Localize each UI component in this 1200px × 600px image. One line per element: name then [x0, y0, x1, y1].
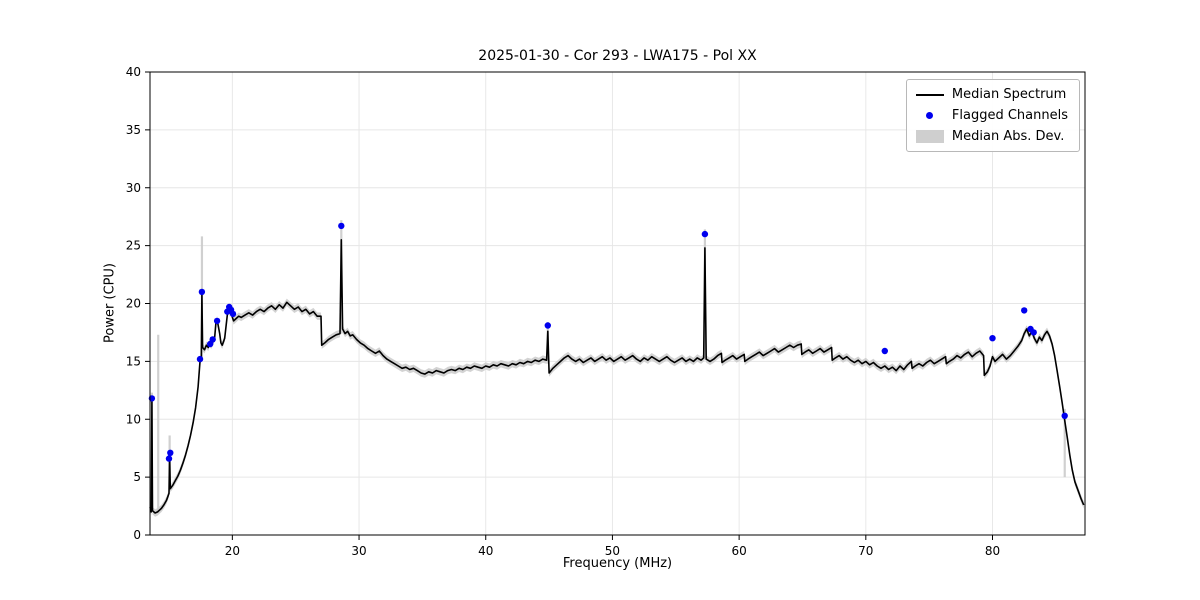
legend-dot-sample — [916, 112, 944, 119]
svg-text:60: 60 — [731, 544, 746, 558]
x-axis-label: Frequency (MHz) — [562, 556, 673, 571]
chart-title: 2025-01-30 - Cor 293 - LWA175 - Pol XX — [478, 48, 757, 64]
svg-text:50: 50 — [605, 544, 620, 558]
svg-text:10: 10 — [126, 412, 141, 426]
svg-text:20: 20 — [126, 297, 141, 311]
svg-text:30: 30 — [351, 544, 366, 558]
legend-patch-sample — [915, 130, 944, 143]
legend-label-median-spectrum: Median Spectrum — [951, 87, 1067, 102]
svg-text:40: 40 — [478, 544, 493, 558]
svg-text:35: 35 — [126, 123, 141, 137]
legend-line-sample — [915, 93, 944, 96]
legend-label-mad: Median Abs. Dev. — [951, 129, 1065, 144]
svg-text:0: 0 — [133, 528, 141, 542]
legend: Median Spectrum Flagged Channels Median … — [905, 79, 1080, 152]
legend-label-flagged-channels: Flagged Channels — [951, 108, 1068, 123]
svg-text:30: 30 — [126, 181, 141, 195]
svg-text:40: 40 — [126, 65, 141, 79]
svg-text:70: 70 — [858, 544, 873, 558]
svg-text:5: 5 — [133, 470, 141, 484]
svg-text:25: 25 — [126, 239, 141, 253]
svg-text:15: 15 — [126, 354, 141, 368]
legend-item-median-spectrum: Median Spectrum — [915, 87, 1068, 102]
legend-item-flagged-channels: Flagged Channels — [916, 108, 1068, 123]
svg-text:80: 80 — [985, 544, 1000, 558]
svg-text:20: 20 — [225, 544, 240, 558]
legend-item-mad: Median Abs. Dev. — [915, 129, 1068, 144]
y-axis-label: Power (CPU) — [102, 262, 118, 344]
